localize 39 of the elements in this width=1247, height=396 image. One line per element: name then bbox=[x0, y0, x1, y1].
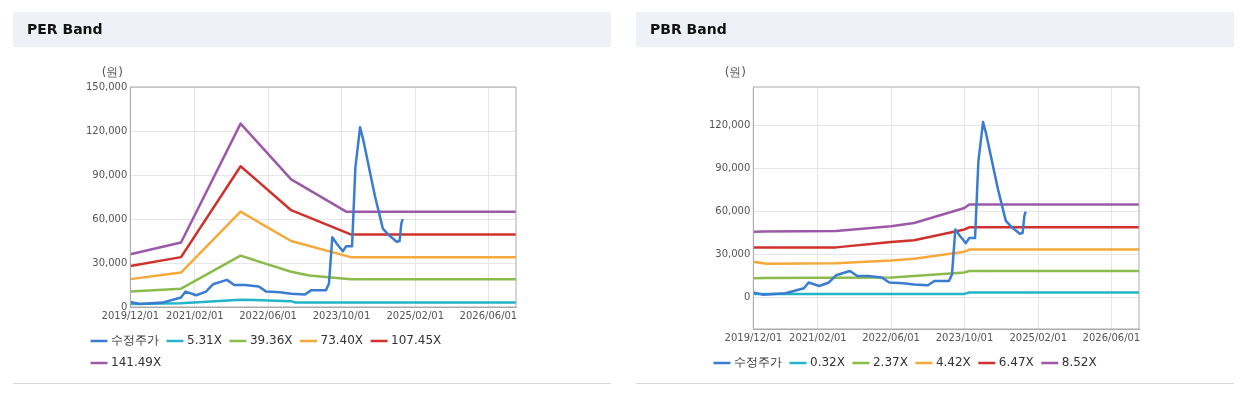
x-tick-label: 2021/02/01 bbox=[789, 331, 847, 343]
x-tick-label: 2026/06/01 bbox=[459, 309, 518, 321]
legend-label: 107.45X bbox=[391, 333, 442, 348]
legend-label: 39.36X bbox=[249, 333, 293, 348]
y-tick-label: 90,000 bbox=[92, 168, 128, 180]
legend-label: 141.49X bbox=[111, 355, 162, 370]
chart-title: PER Band bbox=[13, 12, 611, 47]
y-tick-label: 150,000 bbox=[85, 80, 128, 92]
x-tick-label: 2019/12/01 bbox=[101, 309, 160, 321]
legend-label: 0.32X bbox=[810, 355, 845, 370]
x-tick-label: 2023/10/01 bbox=[312, 309, 371, 321]
x-tick-label: 2019/12/01 bbox=[724, 331, 783, 343]
y-tick-label: 60,000 bbox=[715, 205, 751, 217]
y-tick-label: 120,000 bbox=[708, 119, 751, 131]
x-tick-label: 2025/02/01 bbox=[386, 309, 445, 321]
y-tick-label: 0 bbox=[120, 300, 128, 312]
y-tick-label: 0 bbox=[743, 291, 751, 303]
x-tick-label: 2021/02/01 bbox=[166, 309, 224, 321]
y-axis-title: (원) bbox=[724, 65, 747, 80]
legend-label: 4.42X bbox=[935, 355, 971, 370]
y-tick-label: 60,000 bbox=[92, 212, 128, 224]
chart-title: PBR Band bbox=[636, 12, 1234, 47]
x-tick-label: 2022/06/01 bbox=[862, 331, 920, 343]
legend-label: 5.31X bbox=[187, 333, 222, 348]
x-tick-label: 2022/06/01 bbox=[239, 309, 297, 321]
legend-label: 6.47X bbox=[998, 355, 1034, 370]
y-axis-title: (원) bbox=[101, 65, 124, 80]
legend-label: 2.37X bbox=[872, 355, 908, 370]
legend-label: 8.52X bbox=[1061, 355, 1097, 370]
y-tick-label: 30,000 bbox=[92, 256, 128, 268]
legend-label: 수정주가 bbox=[734, 355, 782, 370]
y-tick-label: 30,000 bbox=[715, 248, 751, 260]
legend-label: 수정주가 bbox=[111, 333, 159, 348]
y-tick-label: 120,000 bbox=[85, 124, 128, 136]
x-tick-label: 2026/06/01 bbox=[1082, 331, 1141, 343]
y-tick-label: 90,000 bbox=[715, 162, 751, 174]
x-tick-label: 2023/10/01 bbox=[935, 331, 994, 343]
x-tick-label: 2025/02/01 bbox=[1009, 331, 1068, 343]
legend-label: 73.40X bbox=[320, 333, 364, 348]
